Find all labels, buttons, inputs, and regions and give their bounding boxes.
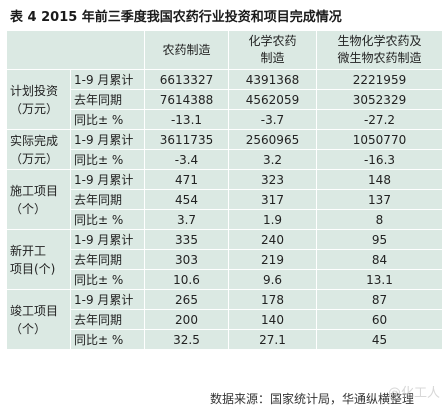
- table-row: 同比± % 10.6 9.6 13.1: [7, 269, 443, 290]
- row-label: 同比± %: [70, 209, 145, 230]
- value-cell: 3611735: [144, 129, 229, 150]
- row-label: 同比± %: [70, 109, 145, 130]
- value-cell: 265: [144, 289, 229, 310]
- table-row: 同比± % 32.5 27.1 45: [7, 329, 443, 350]
- table-row: 去年同期 7614388 4562059 3052329: [7, 89, 443, 110]
- table-row: 去年同期 303 219 84: [7, 249, 443, 270]
- table-row: 施工项目 （个） 1-9 月累计 471 323 148: [6, 169, 443, 230]
- table-row: 去年同期 200 140 60: [7, 309, 443, 330]
- category-label: 施工项目 （个）: [6, 169, 71, 230]
- value-cell: 9.6: [228, 269, 317, 290]
- value-cell: 335: [144, 229, 229, 250]
- value-cell: 3.7: [144, 209, 229, 230]
- table-row: 同比± % -3.4 3.2 -16.3: [7, 149, 443, 170]
- row-label: 同比± %: [70, 329, 145, 350]
- value-cell: 95: [316, 229, 443, 250]
- value-cell: 137: [316, 189, 443, 210]
- table-title: 表 4 2015 年前三季度我国农药行业投资和项目完成情况: [10, 10, 342, 25]
- row-label: 去年同期: [70, 249, 145, 270]
- data-source-note: 数据来源：国家统计局，华通纵横整理: [209, 392, 414, 406]
- table-row: 同比± % -13.1 -3.7 -27.2: [7, 109, 443, 130]
- value-cell: 2560965: [228, 129, 317, 150]
- value-cell: -3.7: [228, 109, 317, 130]
- category-label: 竣工项目 （个）: [6, 289, 71, 350]
- value-cell: 148: [316, 169, 443, 190]
- value-cell: 2221959: [316, 69, 443, 90]
- value-cell: 178: [228, 289, 317, 310]
- header-blank-cell: [6, 30, 145, 70]
- value-cell: 32.5: [144, 329, 229, 350]
- value-cell: 60: [316, 309, 443, 330]
- value-cell: -27.2: [316, 109, 443, 130]
- value-cell: 200: [144, 309, 229, 330]
- value-cell: 27.1: [228, 329, 317, 350]
- value-cell: -16.3: [316, 149, 443, 170]
- value-cell: 303: [144, 249, 229, 270]
- table-row: 同比± % 3.7 1.9 8: [7, 209, 443, 230]
- value-cell: 87: [316, 289, 443, 310]
- table-row: 计划投资 （万元） 1-9 月累计 6613327 4391368 2221959: [6, 69, 443, 130]
- row-label: 1-9 月累计: [70, 169, 145, 190]
- category-label: 计划投资 （万元）: [6, 69, 71, 130]
- value-cell: 219: [228, 249, 317, 270]
- category-label: 新开工 项目(个): [6, 229, 71, 290]
- value-cell: 317: [228, 189, 317, 210]
- row-label: 去年同期: [70, 89, 145, 110]
- value-cell: 471: [144, 169, 229, 190]
- value-cell: 13.1: [316, 269, 443, 290]
- value-cell: 8: [316, 209, 443, 230]
- value-cell: 323: [228, 169, 317, 190]
- value-cell: 45: [316, 329, 443, 350]
- row-label: 去年同期: [70, 309, 145, 330]
- value-cell: 3052329: [316, 89, 443, 110]
- category-label: 实际完成 （万元）: [6, 129, 71, 170]
- row-label: 同比± %: [70, 149, 145, 170]
- row-label: 1-9 月累计: [70, 229, 145, 250]
- column-header: 农药制造: [144, 30, 229, 70]
- value-cell: 3.2: [228, 149, 317, 170]
- value-cell: 4391368: [228, 69, 317, 90]
- table-row: 实际完成 （万元） 1-9 月累计 3611735 2560965 1050770: [6, 129, 443, 170]
- value-cell: 7614388: [144, 89, 229, 110]
- value-cell: 6613327: [144, 69, 229, 90]
- value-cell: 1.9: [228, 209, 317, 230]
- row-label: 去年同期: [70, 189, 145, 210]
- investment-table: 农药制造 化学农药 制造 生物化学农药及 微生物农药制造 计划投资 （万元） 1-9 月…: [6, 30, 443, 350]
- value-cell: 240: [228, 229, 317, 250]
- row-label: 1-9 月累计: [70, 129, 145, 150]
- column-header: 生物化学农药及 微生物农药制造: [316, 30, 443, 70]
- value-cell: 4562059: [228, 89, 317, 110]
- value-cell: 140: [228, 309, 317, 330]
- value-cell: -13.1: [144, 109, 229, 130]
- table-row: 去年同期 454 317 137: [7, 189, 443, 210]
- table-row: 新开工 项目(个) 1-9 月累计 335 240 95: [6, 229, 443, 290]
- value-cell: 84: [316, 249, 443, 270]
- column-header: 化学农药 制造: [228, 30, 317, 70]
- table-row: 竣工项目 （个） 1-9 月累计 265 178 87: [6, 289, 443, 350]
- value-cell: 10.6: [144, 269, 229, 290]
- row-label: 1-9 月累计: [70, 289, 145, 310]
- row-label: 同比± %: [70, 269, 145, 290]
- value-cell: -3.4: [144, 149, 229, 170]
- value-cell: 1050770: [316, 129, 443, 150]
- row-label: 1-9 月累计: [70, 69, 145, 90]
- watermark: @化工人: [387, 386, 440, 401]
- value-cell: 454: [144, 189, 229, 210]
- header-row: 农药制造 化学农药 制造 生物化学农药及 微生物农药制造: [6, 30, 443, 70]
